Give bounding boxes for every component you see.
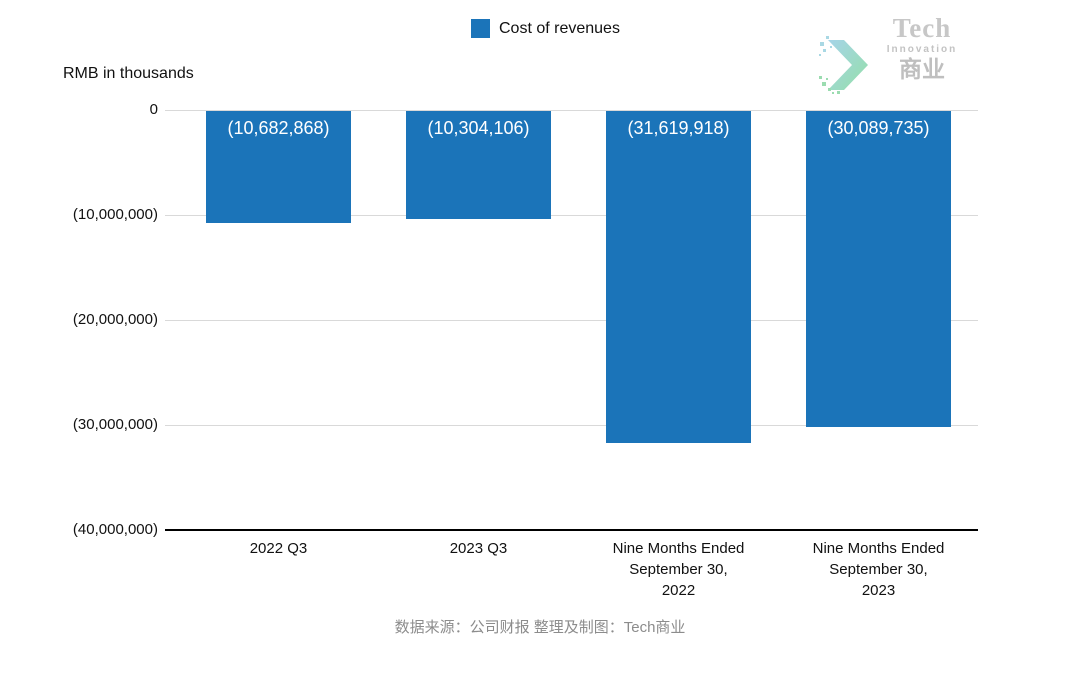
plot-area: (10,682,868) (10,304,106) (31,619,918) (30,… (165, 110, 978, 531)
bar: (10,304,106) (406, 111, 551, 220)
bar: (31,619,918) (606, 111, 751, 443)
source-note: 数据来源：公司财报 整理及制图：Tech商业 (394, 619, 686, 636)
bar: (10,682,868) (206, 111, 351, 224)
y-tick-label: (40,000,000) (72, 521, 158, 538)
y-tick-label: (30,000,000) (72, 416, 158, 433)
y-axis-title: RMB in thousands (63, 65, 194, 82)
x-axis-line (165, 529, 978, 531)
gridline (165, 320, 978, 321)
logo-chevron-icon (819, 36, 868, 94)
bar: (30,089,735) (806, 111, 951, 427)
logo-subtitle: Innovation (886, 43, 958, 55)
x-tick-label: 2022 Q3 (249, 540, 308, 557)
bar-value-label: (31,619,918) (627, 118, 730, 138)
x-tick-label: 2023 Q3 (449, 540, 508, 557)
gridline (165, 110, 978, 111)
x-tick-label: Nine Months Ended September 30, 2022 (612, 540, 745, 599)
bar-value-label: (10,682,868) (227, 118, 330, 138)
legend-label: Cost of revenues (499, 19, 620, 37)
gridline (165, 425, 978, 426)
legend-swatch-icon (471, 19, 490, 38)
y-tick-label: (20,000,000) (72, 311, 158, 328)
bar-value-label: (10,304,106) (427, 118, 530, 138)
x-tick-label: Nine Months Ended September 30, 2023 (812, 540, 945, 599)
legend: Cost of revenues (471, 19, 620, 38)
y-tick-label: (10,000,000) (72, 206, 158, 223)
logo-name: Tech (892, 13, 952, 43)
bar-value-label: (30,089,735) (827, 118, 930, 138)
gridline (165, 215, 978, 216)
brand-logo: Tech Innovation 商业 (818, 13, 972, 96)
logo-text: Tech Innovation 商业 (872, 13, 972, 83)
logo-chinese-name: 商业 (899, 55, 945, 82)
y-tick-label: 0 (149, 101, 158, 118)
